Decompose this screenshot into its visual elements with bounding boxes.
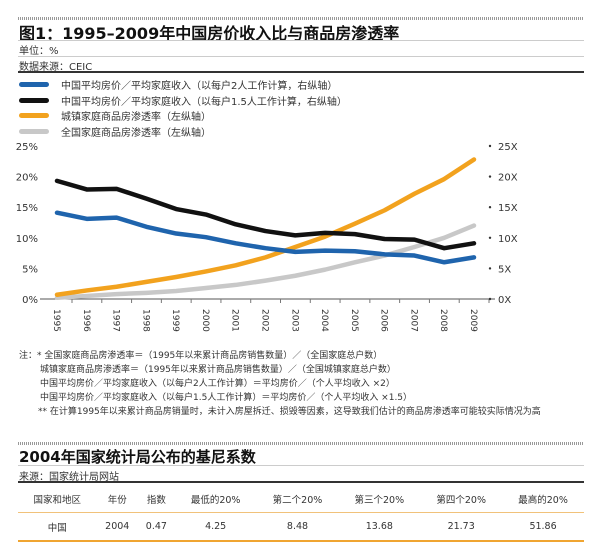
legend-swatch <box>19 128 49 134</box>
y-left-tick-label: 5% <box>22 264 38 275</box>
footnote: 注：* 全国家庭商品房渗透率＝（1995年以来累计商品房销售数量）／（全国家庭总… <box>19 351 383 361</box>
footnote: 中国平均房价／平均家庭收入（以每户2人工作计算）＝平均房价／（个人平均收入 ×2… <box>40 379 395 389</box>
y-right-tick <box>488 144 492 148</box>
series-line <box>54 210 477 265</box>
x-tick-label: 1998 <box>140 309 150 332</box>
legend-label: 中国平均房价／平均家庭收入（以每户1.5人工作计算，右纵轴） <box>61 96 347 108</box>
column-header: 指数 <box>138 485 175 513</box>
series-line <box>54 223 477 301</box>
divider <box>18 481 584 483</box>
column-header: 第二个20% <box>256 485 339 513</box>
footnote: 中国平均房价／平均家庭收入（以每户1.5人工作计算）＝平均房价／（个人平均收入 … <box>40 393 413 403</box>
x-tick-label: 2005 <box>349 309 359 332</box>
divider <box>18 40 584 41</box>
column-header: 最高的20% <box>502 485 584 513</box>
x-tick-label: 2009 <box>468 309 478 332</box>
y-right-tick-label: 5X <box>498 264 511 275</box>
table-cell: 21.73 <box>420 512 503 542</box>
chart-title: 图1：1995–2009年中国房价收入比与商品房渗透率 <box>19 24 400 43</box>
y-left-tick-label: 0% <box>22 295 38 306</box>
y-left-tick-label: 10% <box>16 234 38 245</box>
line-chart: 1995 1996 1997 1998 1999 2000 2001 2002 2003 2004… <box>16 142 518 332</box>
y-right-tick <box>488 206 492 209</box>
series-line <box>54 178 477 251</box>
table-cell: 51.86 <box>502 512 584 542</box>
y-left-tick-label: 15% <box>16 203 38 214</box>
x-tick-label: 2008 <box>438 309 448 332</box>
x-tick-label: 2006 <box>379 309 389 332</box>
x-tick-label: 2000 <box>200 309 210 332</box>
column-header: 第四个20% <box>420 485 503 513</box>
legend-swatch <box>19 97 49 103</box>
x-tick-label: 2001 <box>230 309 240 332</box>
x-tick-label: 2002 <box>260 309 270 332</box>
legend-label: 城镇家庭商品房渗透率（左纵轴） <box>61 112 211 123</box>
y-right-tick-label: 15X <box>498 203 518 214</box>
unit-label: 单位：% <box>19 46 59 57</box>
x-tick-label: 2003 <box>289 309 299 332</box>
y-right-tick-label: 25X <box>498 142 518 153</box>
y-right-tick-label: 20X <box>498 173 518 184</box>
x-tick-label: 2007 <box>408 309 418 332</box>
divider <box>18 71 584 73</box>
table-source: 来源：国家统计局网站 <box>19 472 119 483</box>
table-title: 2004年国家统计局公布的基尼系数 <box>19 448 256 466</box>
source-label: 数据来源：CEIC <box>19 62 93 73</box>
legend-item: 中国平均房价／平均家庭收入（以每户1.5人工作计算，右纵轴） <box>19 93 347 108</box>
dotted-rule <box>18 17 584 20</box>
y-left-tick-label: 20% <box>16 173 38 184</box>
footnote: 城镇家庭商品房渗透率＝（1995年以来累计商品房销售数量）／（全国城镇家庭总户数… <box>40 365 396 375</box>
legend-label: 中国平均房价／平均家庭收入（以每户2人工作计算，右纵轴） <box>61 81 338 92</box>
table-cell: 0.47 <box>138 512 175 542</box>
y-right-tick-label: 10X <box>498 234 518 245</box>
table-row: 中国 2004 0.47 4.25 8.48 13.68 21.73 51.86 <box>18 512 584 542</box>
legend-item: 城镇家庭商品房渗透率（左纵轴） <box>19 108 211 123</box>
table-cell: 2004 <box>96 512 139 542</box>
x-tick-label: 2004 <box>319 309 329 332</box>
y-right-tick <box>488 236 492 239</box>
column-header: 年份 <box>96 485 139 513</box>
legend-item: 中国平均房价／平均家庭收入（以每户2人工作计算，右纵轴） <box>19 77 337 92</box>
series-line <box>54 157 477 297</box>
x-tick-label: 1995 <box>51 309 61 332</box>
divider <box>18 56 584 57</box>
legend-swatch <box>19 113 49 118</box>
y-right-tick <box>488 267 492 270</box>
table-cell: 中国 <box>18 512 97 542</box>
x-tick-label: 1996 <box>81 309 91 332</box>
x-tick-label: 1997 <box>111 309 121 332</box>
y-right-tick-label: 0X <box>498 295 511 306</box>
gini-table: 国家和地区 年份 指数 最低的20% 第二个20% 第三个20% 第四个20% 最高的20% 中… <box>18 485 584 542</box>
footnote: ** 在计算1995年以来累计商品房销量时，未计入房屋拆迁、损毁等因素，这导致我… <box>38 407 541 417</box>
column-header: 第三个20% <box>338 485 421 513</box>
column-header: 最低的20% <box>174 485 257 513</box>
x-tick-label: 1999 <box>170 309 180 332</box>
y-left-tick-label: 25% <box>16 142 38 153</box>
y-right-tick <box>488 175 492 178</box>
legend-item: 全国家庭商品房渗透率（左纵轴） <box>19 124 211 139</box>
dotted-rule <box>18 442 584 445</box>
divider <box>18 465 584 466</box>
table-cell: 13.68 <box>338 512 421 542</box>
table-cell: 4.25 <box>174 512 257 542</box>
legend-swatch <box>19 82 49 87</box>
y-right-tick <box>488 297 492 301</box>
legend-label: 全国家庭商品房渗透率（左纵轴） <box>61 127 211 139</box>
column-header: 国家和地区 <box>18 485 97 513</box>
table-cell: 8.48 <box>256 512 339 542</box>
